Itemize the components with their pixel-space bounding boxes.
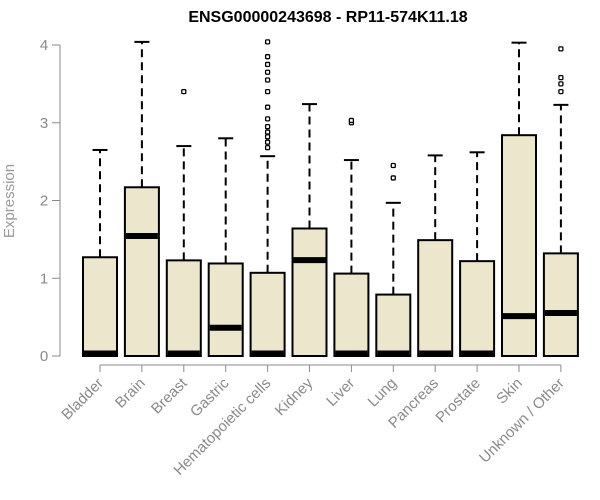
y-tick-label: 3 xyxy=(40,115,48,132)
outlier-point xyxy=(390,175,396,181)
x-tick-label: Prostate xyxy=(432,375,484,427)
box-body xyxy=(417,239,454,357)
box-body xyxy=(291,227,328,358)
box-skin xyxy=(501,41,537,357)
outlier-point xyxy=(264,89,271,95)
box-body xyxy=(542,252,579,357)
box-lung xyxy=(375,162,412,358)
outlier-point xyxy=(264,104,271,110)
outlier-point xyxy=(264,129,271,135)
box-bladder xyxy=(82,148,118,358)
outlier-point xyxy=(264,139,271,145)
outlier-point xyxy=(558,75,564,81)
outlier-point xyxy=(264,116,271,122)
box-prostate xyxy=(459,151,496,357)
y-tick-label: 4 xyxy=(40,37,48,54)
outlier-point xyxy=(390,162,396,169)
box-kidney xyxy=(291,103,328,358)
x-tick-label: Liver xyxy=(323,375,358,410)
x-tick-label: Skin xyxy=(493,375,526,408)
y-tick-label: 0 xyxy=(40,348,48,365)
outlier-point xyxy=(264,77,271,83)
x-tick-label: Bladder xyxy=(58,375,107,424)
box-body xyxy=(123,186,160,357)
box-brain xyxy=(123,40,160,357)
box-breast xyxy=(165,89,202,357)
box-pancreas xyxy=(417,154,454,357)
y-axis: 0 1 2 3 4 xyxy=(40,37,61,365)
outlier-point xyxy=(348,117,355,124)
outlier-point xyxy=(558,46,564,52)
outlier-point xyxy=(264,54,271,60)
outlier-point xyxy=(181,89,187,95)
box-body xyxy=(459,260,496,357)
chart-title: ENSG00000243698 - RP11-574K11.18 xyxy=(188,9,467,26)
outlier-point xyxy=(558,81,564,87)
x-tick-label: Kidney xyxy=(272,374,317,419)
outlier-point xyxy=(558,89,564,95)
x-tick-label: Breast xyxy=(148,374,191,417)
outlier-point xyxy=(264,61,271,68)
box-gastric xyxy=(207,137,244,358)
box-body xyxy=(333,272,370,357)
outlier-point xyxy=(264,134,271,140)
box-body xyxy=(165,259,202,357)
box-body xyxy=(375,293,412,358)
outlier-point xyxy=(264,69,271,75)
box-body xyxy=(501,134,537,357)
boxes-group xyxy=(82,39,579,358)
y-tick-label: 1 xyxy=(40,270,48,287)
box-unknown-other xyxy=(542,46,579,357)
box-hematopoietic-cells xyxy=(249,39,286,357)
outlier-point xyxy=(264,39,271,45)
box-body xyxy=(207,262,244,358)
outlier-point xyxy=(264,123,271,130)
box-body xyxy=(82,256,118,358)
x-tick-label: Brain xyxy=(112,375,149,412)
y-tick-label: 2 xyxy=(40,193,48,210)
box-body xyxy=(249,271,286,357)
x-tick-label: Lung xyxy=(365,375,401,411)
box-liver xyxy=(333,117,370,357)
y-axis-label: Expression xyxy=(1,164,18,238)
outlier-point xyxy=(264,144,271,151)
